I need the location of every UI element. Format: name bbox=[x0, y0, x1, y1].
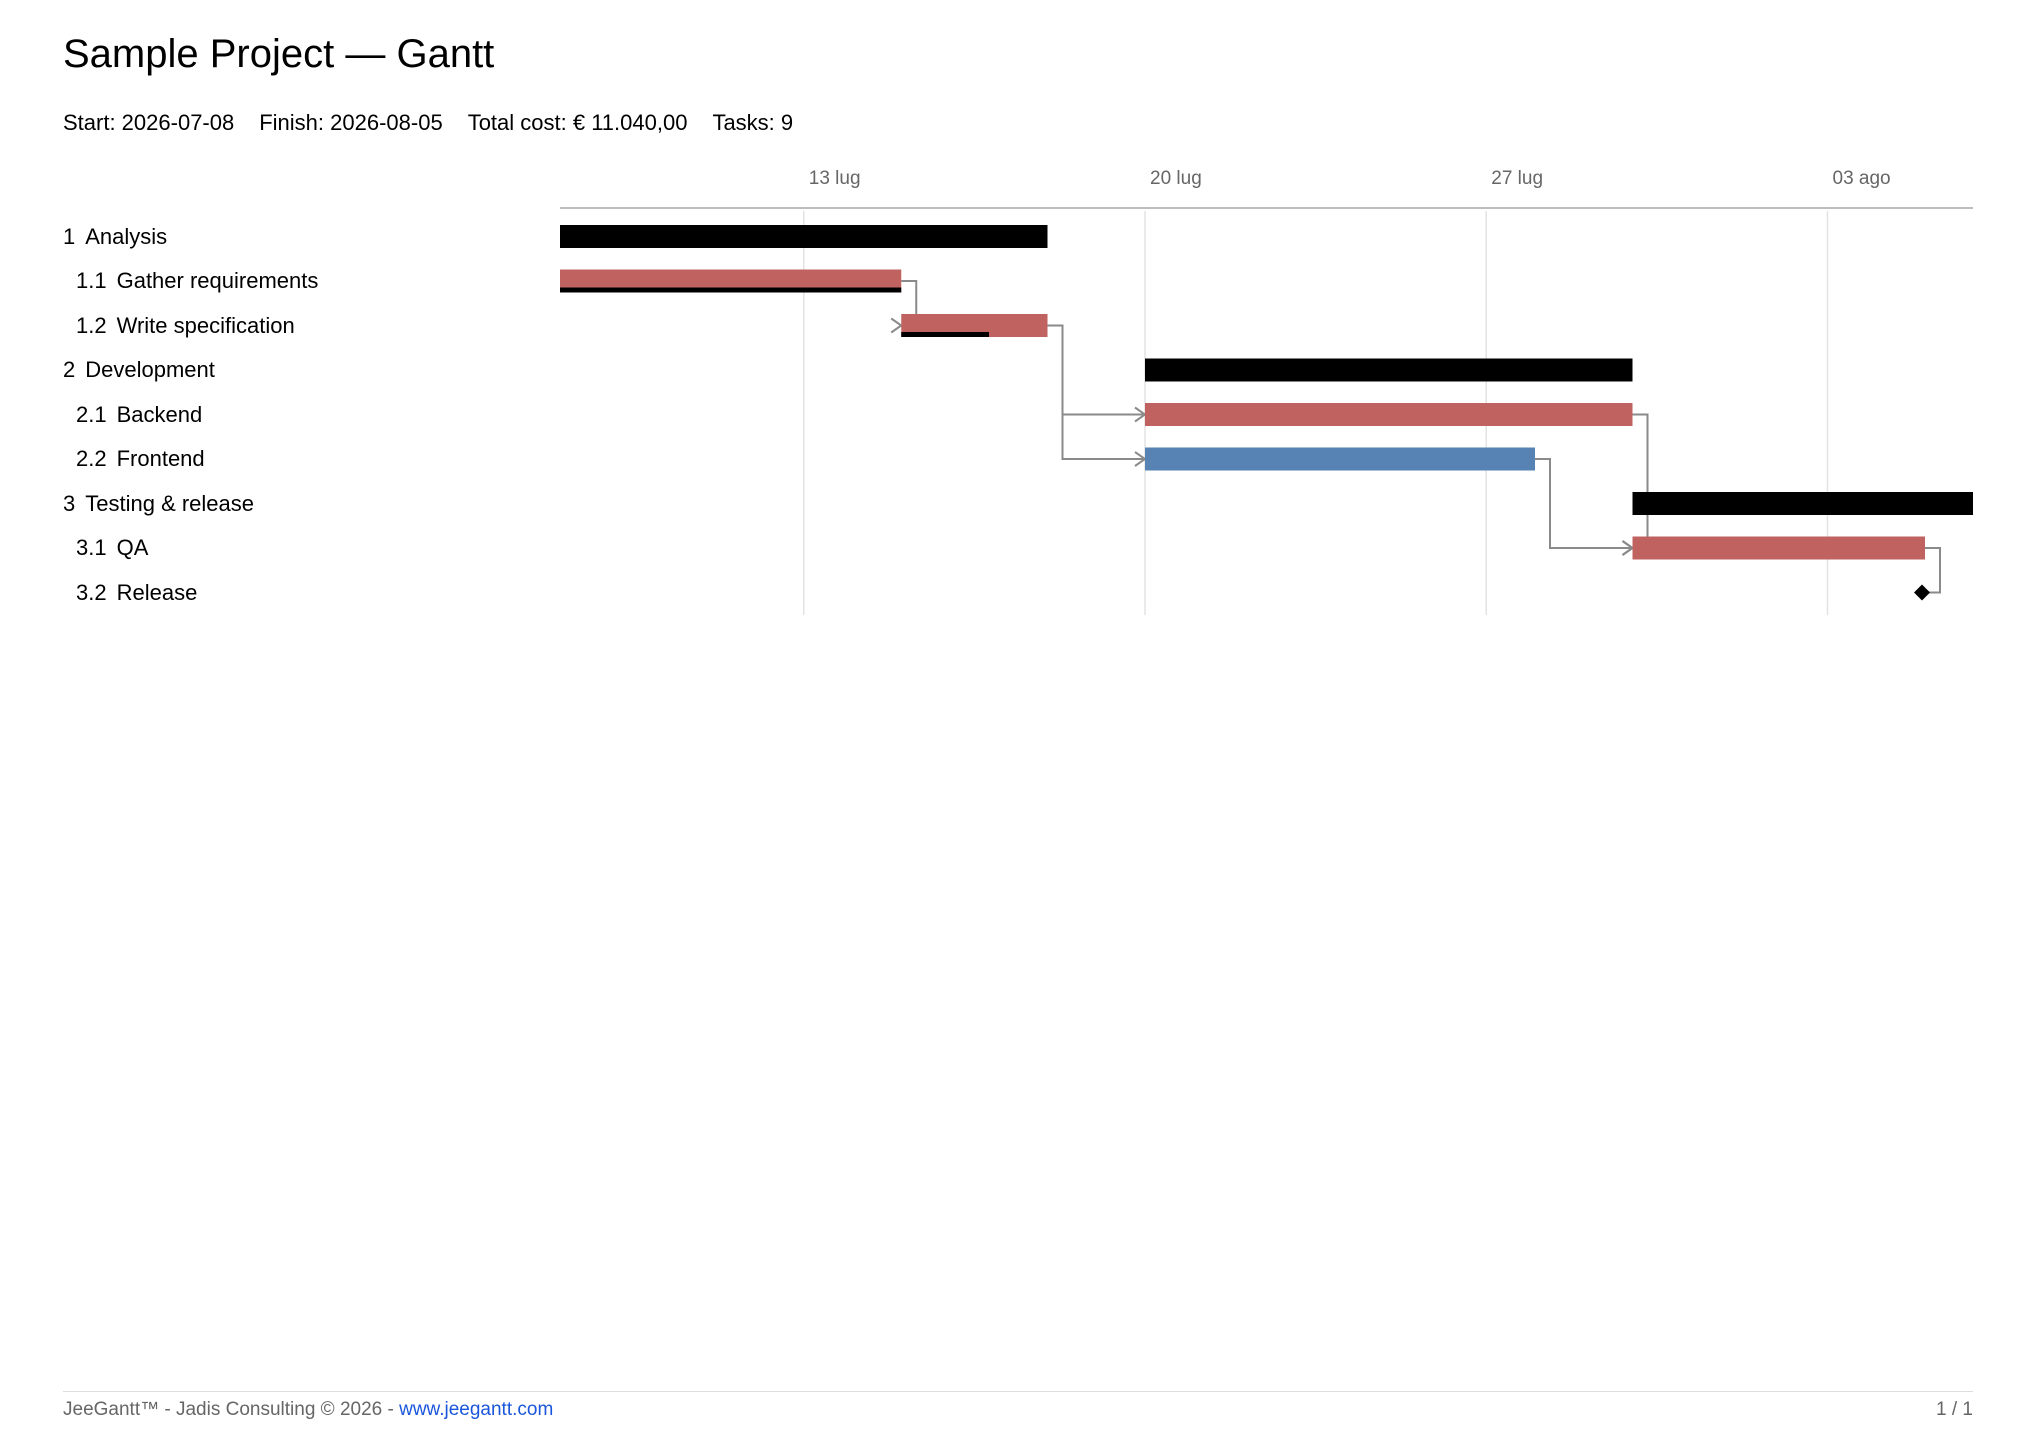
task-id: 1.1 bbox=[76, 268, 107, 293]
task-bar[interactable] bbox=[1145, 403, 1633, 426]
task-name: Gather requirements bbox=[116, 268, 319, 293]
summary-bar[interactable] bbox=[560, 225, 1048, 248]
task-name: Frontend bbox=[116, 446, 205, 471]
summary-bar[interactable] bbox=[1632, 492, 1974, 515]
dependency-line bbox=[1535, 458, 1633, 549]
page-number: 1 / 1 bbox=[1936, 1399, 1973, 1420]
task-id: 1 bbox=[63, 223, 76, 249]
task-id: 3 bbox=[63, 490, 76, 516]
dependency-line bbox=[1925, 547, 1941, 594]
task-bar[interactable] bbox=[901, 314, 1048, 337]
task-label[interactable]: 3.1 QA bbox=[76, 534, 148, 562]
footer-text: JeeGantt™ - Jadis Consulting © 2026 - bbox=[63, 1399, 400, 1420]
dependency-line bbox=[1047, 324, 1145, 460]
task-id: 1.2 bbox=[76, 312, 107, 338]
task-list: 1 Analysis 1.1 Gather requirements 1.2 Write … bbox=[0, 0, 540, 640]
task-id: 2.1 bbox=[76, 401, 107, 427]
task-name: Backend bbox=[116, 401, 203, 427]
finish-date: Finish: 2026-08-05 bbox=[259, 110, 443, 135]
tick-label: 27 lug bbox=[1491, 168, 1543, 189]
progress-bar bbox=[901, 332, 989, 337]
task-name: Write specification bbox=[116, 312, 295, 338]
task-label[interactable]: 1.2 Write specification bbox=[76, 312, 295, 340]
footer: JeeGantt™ - Jadis Consulting © 2026 - ww… bbox=[63, 1398, 1973, 1422]
task-id: 2.2 bbox=[76, 446, 107, 471]
milestone-marker[interactable] bbox=[1914, 584, 1930, 601]
task-name: Testing & release bbox=[85, 490, 255, 516]
task-name: Analysis bbox=[85, 223, 168, 249]
task-label[interactable]: 1.1 Gather requirements bbox=[76, 267, 318, 295]
footer-divider bbox=[63, 1391, 1973, 1392]
progress-bar bbox=[560, 287, 902, 293]
task-name: Development bbox=[85, 357, 215, 382]
dependency-arrow bbox=[890, 317, 903, 334]
task-id: 3.2 bbox=[76, 579, 107, 605]
page-title: Sample Project — Gantt bbox=[63, 32, 495, 76]
task-label[interactable]: 2.2 Frontend bbox=[76, 445, 205, 473]
task-name: QA bbox=[116, 535, 149, 560]
total-cost: Total cost: € 11.040,00 bbox=[467, 110, 688, 135]
task-name: Release bbox=[116, 579, 198, 605]
tick-label: 20 lug bbox=[1150, 168, 1202, 189]
task-label[interactable]: 3 Testing & release bbox=[63, 490, 254, 518]
task-bar[interactable] bbox=[1145, 447, 1535, 471]
task-count: Tasks: 9 bbox=[712, 110, 794, 135]
start-date: Start: 2026-07-08 bbox=[63, 110, 235, 135]
footer-link[interactable]: www.jeegantt.com bbox=[399, 1399, 554, 1420]
task-label[interactable]: 2 Development bbox=[63, 356, 215, 384]
task-id: 3.1 bbox=[76, 535, 107, 560]
task-label[interactable]: 2.1 Backend bbox=[76, 401, 202, 429]
task-id: 2 bbox=[63, 357, 76, 382]
task-label[interactable]: 3.2 Release bbox=[76, 579, 197, 607]
task-label[interactable]: 1 Analysis bbox=[63, 223, 167, 251]
tick-label: 13 lug bbox=[809, 168, 861, 189]
task-bar[interactable] bbox=[560, 269, 902, 293]
summary-bar[interactable] bbox=[1145, 358, 1633, 382]
task-bar[interactable] bbox=[1632, 536, 1926, 560]
project-summary: Start: 2026-07-08 Finish: 2026-08-05 Tot… bbox=[63, 109, 793, 137]
tick-label: 03 ago bbox=[1833, 168, 1891, 189]
gantt-chart: 13 lug 20 lug 27 lug 03 ago bbox=[560, 168, 1974, 615]
dependency-line bbox=[1632, 413, 1649, 549]
